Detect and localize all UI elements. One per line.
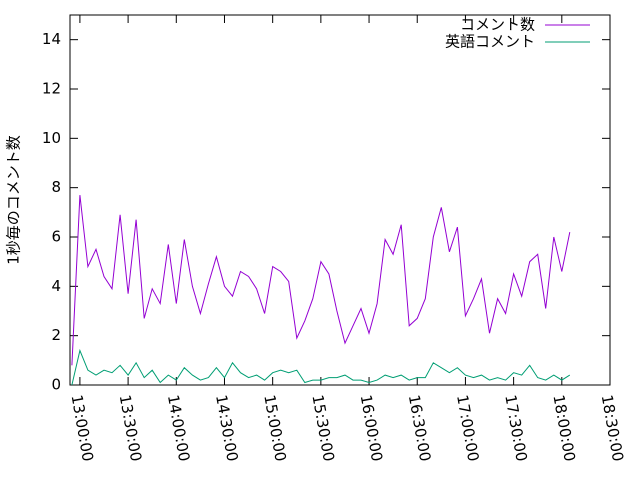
y-tick-label: 2 (51, 326, 61, 344)
y-tick-label: 4 (51, 277, 61, 295)
y-tick-label: 8 (51, 178, 61, 196)
series-line (71, 195, 571, 366)
y-axis-label: 1秒毎のコメント数 (5, 135, 23, 265)
x-tick-label: 15:30:00 (308, 393, 337, 462)
legend-label: 英語コメント (445, 33, 535, 51)
x-tick-label: 16:30:00 (405, 393, 434, 462)
x-tick-label: 14:00:00 (164, 393, 193, 462)
legend-label: コメント数 (460, 16, 535, 34)
series-line (71, 348, 571, 386)
y-tick-label: 6 (51, 228, 61, 246)
x-tick-label: 18:30:00 (598, 393, 627, 462)
x-tick-label: 13:00:00 (68, 393, 97, 462)
x-tick-label: 14:30:00 (212, 393, 241, 462)
y-tick-label: 12 (42, 80, 61, 98)
y-tick-label: 14 (42, 30, 61, 48)
x-tick-label: 17:30:00 (501, 393, 530, 462)
y-tick-label: 0 (51, 376, 61, 394)
x-tick-label: 17:00:00 (453, 393, 482, 462)
x-tick-label: 18:00:00 (549, 393, 578, 462)
plot-border (69, 14, 611, 386)
y-tick-label: 10 (42, 129, 61, 147)
x-tick-label: 15:00:00 (260, 393, 289, 462)
x-tick-label: 13:30:00 (116, 393, 145, 462)
x-tick-label: 16:00:00 (357, 393, 386, 462)
